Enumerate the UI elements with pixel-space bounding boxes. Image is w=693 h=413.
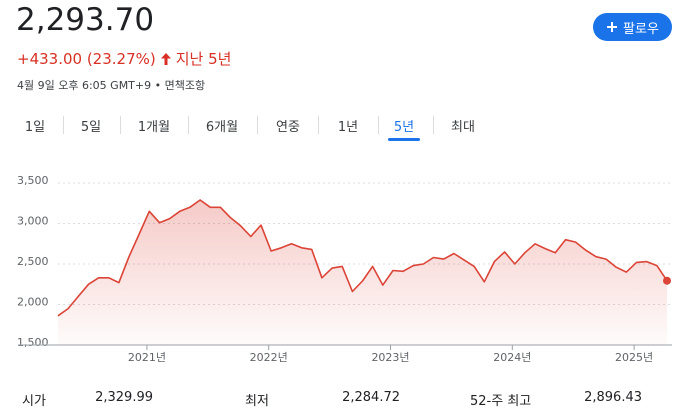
- y-tick-label: 1,500: [17, 336, 49, 349]
- tab[interactable]: 최대: [451, 120, 475, 135]
- tab-separator: [188, 116, 189, 134]
- tab[interactable]: 연중: [276, 120, 300, 135]
- y-tick-label: 2,500: [17, 255, 49, 268]
- timestamp-row: 4월 9일 오후 6:05 GMT+9 • 면책조항: [17, 77, 205, 93]
- stat-value: 2,284.72: [342, 390, 400, 405]
- tab[interactable]: 1개월: [137, 120, 171, 135]
- tab[interactable]: 1년: [337, 120, 359, 135]
- up-arrow: [160, 52, 171, 65]
- x-tick-label: 2023년: [371, 351, 409, 364]
- y-tick-label: 3,500: [17, 174, 49, 187]
- tab-separator: [318, 116, 319, 134]
- period: 지난 5년: [175, 50, 232, 68]
- tab-separator: [378, 116, 379, 134]
- price: 2,293.70: [16, 2, 155, 38]
- follow-label: 팔로우: [623, 21, 659, 37]
- x-tick-label: 2024년: [493, 351, 531, 364]
- stat-value: 2,896.43: [584, 390, 642, 405]
- y-tick-label: 2,000: [17, 296, 49, 309]
- plus-icon: [607, 22, 618, 32]
- area: [58, 200, 667, 345]
- chart: 1,500 2,000 2,500 3,000 3,500 2021년 2022년 2023년…: [17, 174, 672, 364]
- y-tick-label: 3,000: [17, 215, 49, 228]
- stat-label: 최저: [245, 394, 269, 409]
- separator: •: [154, 79, 162, 92]
- tab-separator: [257, 116, 258, 134]
- tab[interactable]: 1일: [24, 120, 46, 135]
- timestamp: 4월 9일 오후 6:05 GMT+9: [17, 79, 152, 92]
- selected-underline: [388, 138, 420, 141]
- disclaimer[interactable]: 면책조항: [164, 79, 206, 92]
- x-tick-label: 2021년: [128, 351, 166, 364]
- change-row: +433.00 (23.27%) 지난 5년: [17, 48, 231, 69]
- tab-separator: [120, 116, 121, 134]
- tab[interactable]: 6개월: [205, 120, 239, 135]
- follow-button[interactable]: 팔로우: [593, 13, 672, 41]
- x-tick-label: 2022년: [250, 351, 288, 364]
- tab-separator: [433, 116, 434, 134]
- tab[interactable]: 5년: [393, 120, 415, 135]
- x-tick-label: 2025년: [615, 351, 653, 364]
- price-line: [57, 199, 668, 317]
- stat-value: 2,329.99: [95, 390, 153, 405]
- stat-label: 시가: [22, 394, 46, 409]
- tab-separator: [63, 116, 64, 134]
- change: +433.00 (23.27%): [17, 49, 156, 68]
- stat-label: 52-주 최고: [470, 394, 532, 409]
- tab[interactable]: 5일: [80, 120, 102, 135]
- last-point: [663, 276, 671, 285]
